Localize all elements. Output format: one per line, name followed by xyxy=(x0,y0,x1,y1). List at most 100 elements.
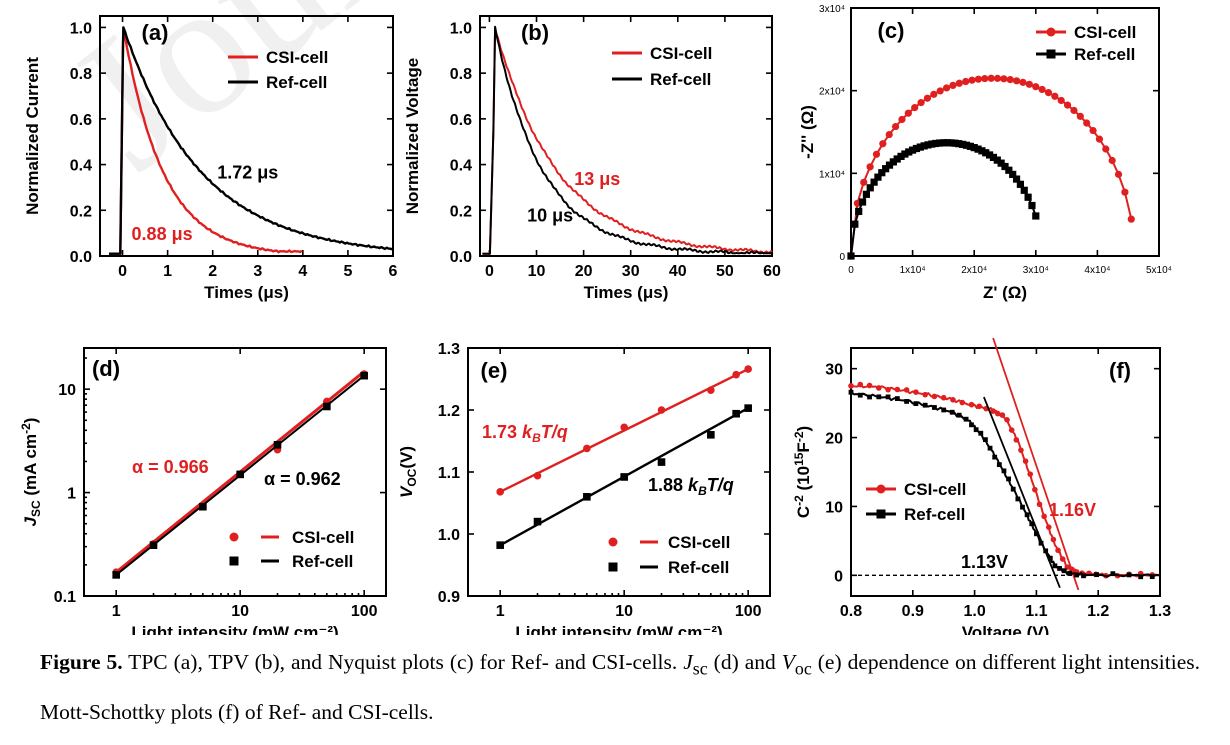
c-CSI-cell-point xyxy=(942,84,951,92)
f-Ref-cell-point xyxy=(867,394,872,400)
f-Ref-cell-point xyxy=(1138,574,1144,580)
e-x-tick-label: 100 xyxy=(735,603,762,620)
c-CSI-cell-point xyxy=(993,74,1002,82)
b-x-tick-label: 40 xyxy=(669,263,687,280)
e-Ref-cell-point xyxy=(732,409,740,418)
b-annotation: 10 μs xyxy=(527,206,573,226)
f-x-tick-label: 1.1 xyxy=(1025,603,1047,620)
c-CSI-cell-point xyxy=(1095,135,1104,143)
c-Ref-cell-point xyxy=(862,190,870,198)
f-annotation: 1.13V xyxy=(961,552,1008,572)
c-Ref-cell-point xyxy=(1020,186,1028,194)
f-Ref-cell-point xyxy=(857,392,863,398)
d-legend-point xyxy=(229,556,239,566)
c-CSI-cell-point xyxy=(1102,145,1110,153)
e-annotation: 1.73 kBT/q xyxy=(482,422,568,445)
c-Ref-cell-point xyxy=(1028,201,1036,210)
f-CSI-cell-point xyxy=(1036,501,1043,508)
c-CSI-cell-point xyxy=(866,163,874,171)
e-CSI-cell-point xyxy=(732,370,740,379)
e-y-tick-label: 1.0 xyxy=(438,527,460,544)
f-Ref-cell-point xyxy=(1057,566,1062,571)
c-Ref-cell-point xyxy=(924,141,932,149)
c-Ref-cell-point xyxy=(982,149,990,157)
c-CSI-cell-point xyxy=(1025,80,1033,88)
d-y-tick-label: 0.1 xyxy=(54,589,76,606)
caption-voc: V xyxy=(781,650,795,674)
a-x-tick-label: 2 xyxy=(208,263,217,280)
caption-jsc: J xyxy=(683,650,693,674)
a-y-tick-label: 0.0 xyxy=(70,249,92,266)
e-Ref-cell-point xyxy=(707,431,715,439)
f-CSI-cell-point xyxy=(1004,416,1010,423)
c-Ref-cell-point xyxy=(955,140,963,148)
f-Ref-cell-point xyxy=(973,427,979,433)
c-CSI-cell-point xyxy=(1108,156,1116,165)
e-Ref-cell-point xyxy=(533,517,542,526)
e-y-tick-label: 1.2 xyxy=(438,403,460,420)
f-x-axis-label: Voltage (V) xyxy=(962,623,1050,635)
d-Ref-cell-point xyxy=(236,470,244,479)
f-CSI-cell-point xyxy=(876,385,882,391)
f-Ref-cell-point xyxy=(1067,570,1073,576)
c-legend-label: Ref-cell xyxy=(1074,45,1135,64)
c-x-tick-label: 4x10⁴ xyxy=(1084,265,1110,276)
c-Ref-cell-point xyxy=(889,158,897,166)
c-CSI-cell-point xyxy=(1089,126,1097,135)
d-legend-label: CSI-cell xyxy=(292,528,354,547)
a-y-tick-label: 0.4 xyxy=(70,158,92,175)
b-x-tick-label: 20 xyxy=(575,263,593,280)
c-Ref-cell-point xyxy=(893,155,901,163)
a-series-Ref-cell xyxy=(109,26,393,255)
e-y-tick-label: 0.9 xyxy=(438,589,460,606)
c-CSI-cell-point xyxy=(968,76,976,84)
e-x-tick-label: 1 xyxy=(496,603,505,620)
c-Ref-cell-point xyxy=(928,140,936,148)
f-y-axis-label: C-2 (1015F-2) xyxy=(792,426,813,518)
f-CSI-cell-point xyxy=(968,401,975,408)
f-CSI-cell-point xyxy=(959,399,966,406)
f-Ref-cell-point xyxy=(996,462,1002,468)
e-legend-point xyxy=(608,537,618,547)
f-Ref-cell-point xyxy=(894,396,900,401)
c-CSI-cell-point xyxy=(879,140,887,148)
f-Ref-cell-point xyxy=(1110,571,1116,577)
f-CSI-cell-point xyxy=(885,386,891,393)
c-CSI-cell-point xyxy=(1051,92,1059,100)
a-legend-label: CSI-cell xyxy=(266,48,328,67)
d-y-axis-label: JSC (mA cm-2) xyxy=(19,418,43,527)
f-x-tick-label: 0.8 xyxy=(840,603,862,620)
b-y-tick-label: 0.6 xyxy=(450,112,472,129)
a-legend-label: Ref-cell xyxy=(266,73,327,92)
c-Ref-cell-point xyxy=(997,159,1005,167)
f-series-CSI-cell xyxy=(850,383,1161,578)
f-Ref-cell-point xyxy=(1149,574,1155,580)
b-x-tick-label: 60 xyxy=(763,263,781,280)
c-Ref-cell-point xyxy=(851,220,859,228)
c-y-tick-label: 2x10⁴ xyxy=(819,87,845,98)
c-Ref-cell-point xyxy=(901,150,909,158)
d-x-tick-label: 10 xyxy=(231,603,249,620)
f-Ref-cell-point xyxy=(885,394,891,400)
e-CSI-cell-point xyxy=(744,365,752,373)
e-Ref-cell-point xyxy=(657,458,666,466)
a-y-tick-label: 0.2 xyxy=(70,203,92,220)
c-legend-point xyxy=(1046,27,1056,37)
f-y-tick-label: 10 xyxy=(825,499,843,516)
f-y-tick-label: 20 xyxy=(825,431,843,448)
f-Ref-cell-point xyxy=(956,412,962,418)
b-x-tick-label: 30 xyxy=(622,263,640,280)
e-CSI-cell-point xyxy=(533,471,542,480)
f-CSI-cell-point xyxy=(1013,437,1020,443)
f-y-tick-label: 0 xyxy=(834,568,843,585)
f-Ref-cell-point xyxy=(992,454,998,460)
f-Ref-cell-point xyxy=(1094,572,1100,578)
f-CSI-cell-point xyxy=(1041,513,1047,520)
e-CSI-cell-point xyxy=(657,406,666,414)
f-CSI-cell-point xyxy=(1027,471,1034,477)
f-CSI-cell-point xyxy=(1045,524,1052,530)
c-Ref-cell-point xyxy=(1032,212,1040,220)
f-Ref-cell-point xyxy=(1020,504,1025,510)
f-x-tick-label: 1.2 xyxy=(1087,603,1109,620)
c-x-tick-label: 2x10⁴ xyxy=(961,265,987,276)
